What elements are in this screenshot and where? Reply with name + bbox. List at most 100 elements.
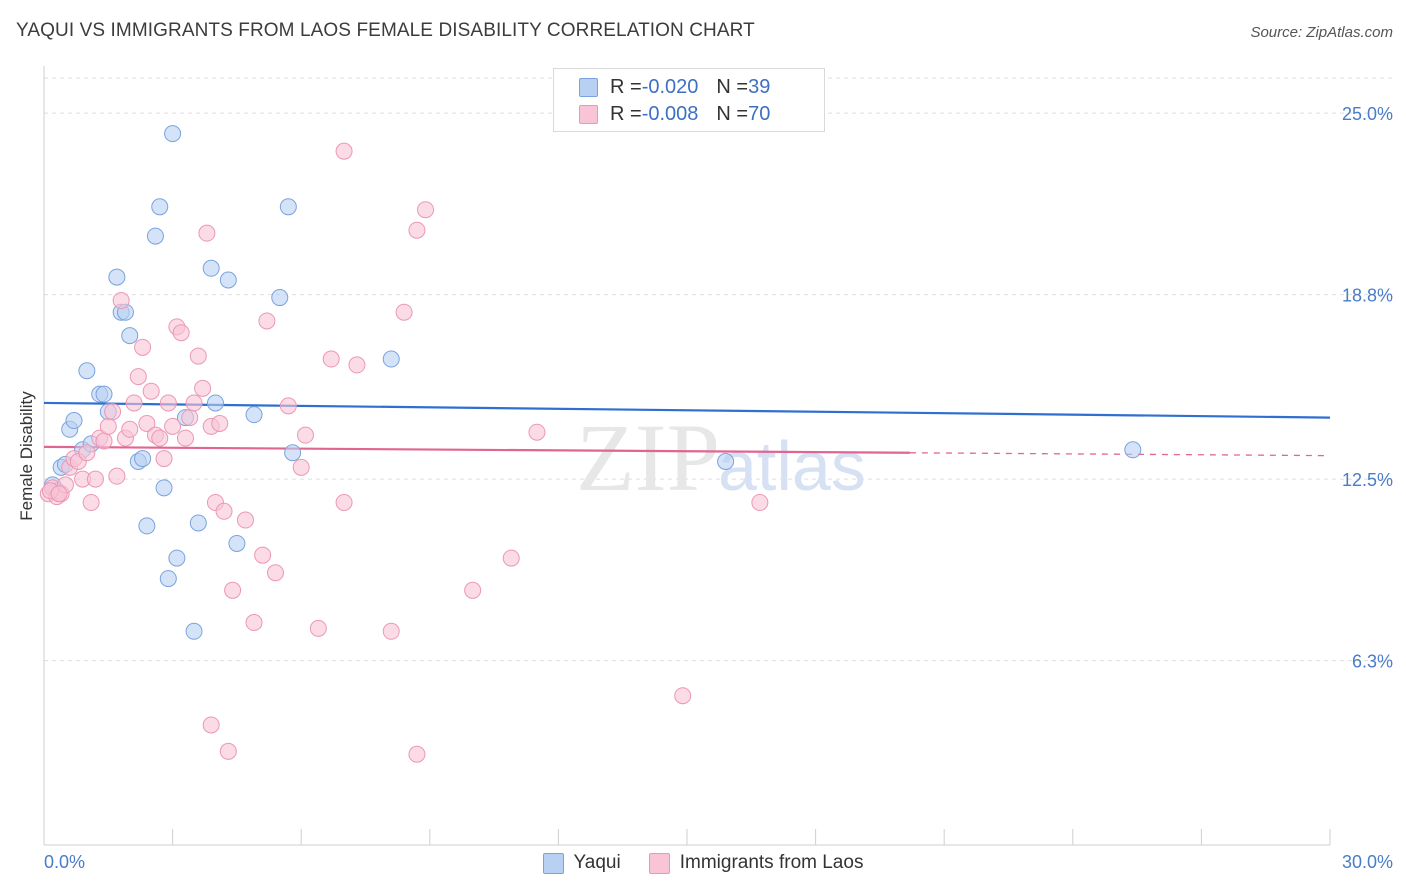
y-tick-label: 25.0% [1342, 104, 1393, 124]
laos-point [151, 429, 169, 447]
stats-row-yaqui: R = -0.020 N = 39 [579, 76, 770, 98]
series-legend: Yaqui Immigrants from Laos [0, 852, 1406, 874]
laos-point [674, 687, 692, 705]
laos-point [751, 493, 769, 511]
y-tick-label: 6.3% [1352, 652, 1393, 672]
yaqui-point [219, 271, 237, 289]
n-value: 39 [748, 75, 771, 98]
yaqui-legend-swatch [542, 852, 564, 874]
laos-point [155, 450, 173, 468]
laos-point [189, 347, 207, 365]
laos-point [185, 394, 203, 412]
n-label: N = [716, 75, 749, 98]
laos-point [159, 394, 177, 412]
laos-point [104, 403, 122, 421]
laos-point [335, 493, 353, 511]
laos-point [408, 221, 426, 239]
yaqui-point [121, 327, 139, 345]
laos-point [296, 426, 314, 444]
laos-point [348, 356, 366, 374]
yaqui-point [717, 453, 735, 470]
yaqui-point [1124, 441, 1142, 459]
laos-point [134, 338, 152, 356]
laos-point [138, 414, 156, 432]
n-label: N = [716, 102, 749, 125]
trend-line-laos-extension [909, 452, 1331, 457]
x-tick-min: 0.0% [44, 852, 86, 872]
yaqui-point [164, 125, 182, 143]
laos-point [335, 142, 353, 160]
yaqui-point [284, 444, 302, 462]
y-tick-label: 12.5% [1342, 470, 1393, 490]
yaqui-swatch [579, 77, 598, 97]
yaqui-point [155, 479, 173, 497]
watermark-zip: ZIP [576, 404, 720, 511]
legend-label-laos: Immigrants from Laos [679, 852, 864, 873]
laos-point [95, 432, 113, 450]
laos-point [129, 368, 147, 386]
laos-swatch [579, 104, 598, 124]
laos-point [502, 549, 520, 567]
trend-line-yaqui [43, 401, 1331, 419]
axes [43, 66, 1331, 846]
r-label: R = [610, 102, 642, 125]
yaqui-point [279, 198, 297, 216]
r-value: -0.008 [641, 102, 699, 125]
laos-point [219, 742, 237, 760]
laos-point [181, 409, 199, 427]
laos-point [172, 324, 190, 342]
laos-point [78, 444, 96, 462]
yaqui-point [151, 198, 169, 216]
laos-point [245, 614, 263, 632]
yaqui-point [202, 259, 220, 277]
laos-point [176, 429, 194, 447]
x-tick-max: 30.0% [1341, 852, 1393, 872]
watermark-atlas: atlas [718, 427, 866, 505]
legend-item-yaqui[interactable]: Yaqui [542, 852, 621, 874]
yaqui-point [168, 549, 186, 567]
laos-point [309, 619, 327, 637]
laos-point [50, 485, 68, 503]
yaqui-point [206, 394, 224, 412]
laos-point [254, 546, 272, 564]
laos-point [224, 581, 242, 599]
laos-point [236, 511, 254, 529]
n-value: 70 [748, 102, 771, 125]
yaqui-point [146, 227, 164, 245]
yaqui-point [159, 570, 177, 588]
yaqui-point [185, 622, 203, 640]
y-tick-label: 18.8% [1342, 286, 1393, 306]
laos-point [112, 291, 130, 309]
r-label: R = [610, 75, 642, 98]
laos-point [382, 622, 400, 640]
laos-point [215, 502, 233, 520]
laos-point [108, 467, 126, 485]
yaqui-point [65, 412, 83, 430]
laos-point [258, 312, 276, 330]
laos-point [82, 493, 100, 511]
yaqui-point [189, 514, 207, 532]
yaqui-point [108, 268, 126, 286]
trend-line-laos [43, 445, 910, 454]
legend-item-laos[interactable]: Immigrants from Laos [648, 852, 864, 874]
yaqui-point [271, 289, 289, 307]
laos-point [194, 379, 212, 397]
legend-label-yaqui: Yaqui [573, 852, 621, 873]
laos-point [417, 201, 435, 219]
gridlines [44, 77, 1392, 662]
laos-point [99, 417, 117, 435]
yaqui-point [78, 362, 96, 380]
data-points [39, 125, 1142, 763]
laos-point [211, 414, 229, 432]
yaqui-point [228, 534, 246, 552]
laos-point [292, 458, 310, 476]
laos-point [266, 564, 284, 582]
laos-point [198, 224, 216, 242]
laos-point [86, 470, 104, 488]
laos-point [142, 382, 160, 400]
laos-point [121, 420, 139, 438]
stats-row-laos: R = -0.008 N = 70 [579, 103, 770, 125]
y-tick-labels: 6.3% 12.5% 18.8% 25.0% [1342, 104, 1393, 671]
laos-point [408, 745, 426, 763]
